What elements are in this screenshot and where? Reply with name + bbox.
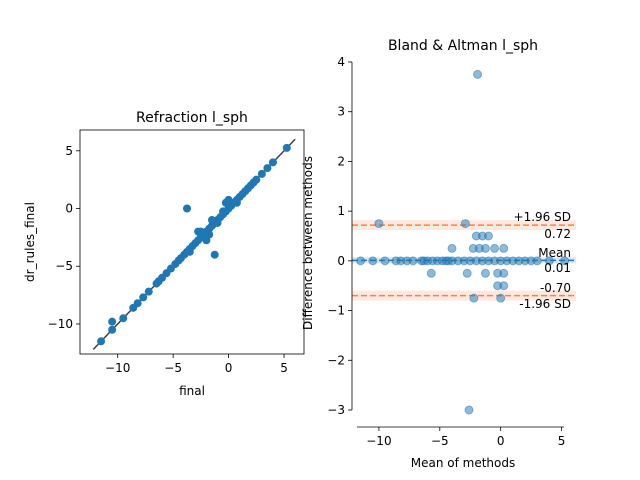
x-tick-label: 5 <box>280 361 288 375</box>
scatter-point <box>210 250 219 259</box>
scatter-point <box>196 227 205 236</box>
bland-altman-point <box>460 219 470 229</box>
bland-altman-point <box>374 219 384 229</box>
scatter-point <box>108 317 117 326</box>
bland-altman-plot-area <box>352 69 576 415</box>
scatter-point <box>119 314 128 323</box>
bland-altman-point <box>480 268 490 278</box>
y-tick-label: −2 <box>327 353 345 367</box>
bland-altman-point <box>490 243 500 253</box>
bland-altman-point <box>368 256 378 266</box>
bland-altman-point <box>496 293 506 303</box>
scatter-point <box>185 247 194 256</box>
scatter-point <box>133 299 142 308</box>
y-tick-label: 3 <box>337 105 345 119</box>
scatter-point <box>144 287 153 296</box>
bland-altman-point <box>499 281 509 291</box>
scatter-point <box>252 175 261 184</box>
scatter-point <box>219 207 228 216</box>
mean-label: Mean <box>538 246 571 260</box>
x-tick-label: −10 <box>366 434 391 448</box>
scatter-title: Refraction l_sph <box>136 110 248 126</box>
bland-altman-point <box>532 256 542 266</box>
x-tick-label: −5 <box>431 434 449 448</box>
scatter-point <box>263 164 272 173</box>
bland-altman-point <box>499 243 509 253</box>
scatter-point <box>139 293 148 302</box>
bland-altman-point <box>462 268 472 278</box>
scatter-point <box>207 216 216 225</box>
x-tick-label: −5 <box>164 361 182 375</box>
y-tick-label: 0 <box>65 202 73 216</box>
y-tick-label: −1 <box>327 304 345 318</box>
bland-altman-point <box>447 243 457 253</box>
scatter-x-ticks: −10 −5 0 5 <box>105 354 288 375</box>
scatter-y-ticks: −10 −5 0 5 <box>48 144 80 331</box>
x-tick-label: 0 <box>225 361 233 375</box>
bland-altman-y-ticks: −3 −2 −1 0 1 2 3 4 <box>327 55 352 417</box>
bland-altman-point <box>473 69 483 79</box>
bland-altman-point <box>469 293 479 303</box>
bland-altman-x-label: Mean of methods <box>411 456 515 470</box>
scatter-point <box>221 198 230 207</box>
bland-altman-point <box>544 256 554 266</box>
bland-altman-point <box>560 256 570 266</box>
scatter-point <box>282 143 291 152</box>
bland-altman-point <box>484 231 494 241</box>
y-tick-label: 1 <box>337 204 345 218</box>
bland-altman-point <box>408 256 418 266</box>
y-tick-label: 5 <box>65 144 73 158</box>
upper-loa-value: 0.72 <box>544 227 571 241</box>
scatter-y-label: dr_rules_final <box>23 202 37 282</box>
scatter-point <box>257 169 266 178</box>
bland-altman-title: Bland & Altman l_sph <box>388 38 538 54</box>
y-tick-label: −3 <box>327 403 345 417</box>
lower-loa-label: -1.96 SD <box>519 297 571 311</box>
scatter-axes-frame <box>79 129 305 355</box>
scatter-point <box>232 198 241 207</box>
bland-altman-point <box>499 268 509 278</box>
y-tick-label: 4 <box>337 55 345 69</box>
scatter-point <box>108 325 117 334</box>
scatter-plot-area <box>92 138 296 350</box>
scatter-panel: Refraction l_sph −10 −5 0 5 −10 −5 0 5 final d… <box>23 110 305 398</box>
scatter-point <box>268 158 277 167</box>
bland-altman-x-ticks: −10 −5 0 5 <box>366 427 565 448</box>
bland-altman-y-label: Difference between methods <box>301 156 315 330</box>
bland-altman-point <box>356 256 366 266</box>
scatter-point <box>205 230 214 239</box>
y-tick-label: −10 <box>48 317 73 331</box>
x-tick-label: 0 <box>497 434 505 448</box>
scatter-point <box>183 204 192 213</box>
bland-altman-point <box>480 243 490 253</box>
upper-loa-label: +1.96 SD <box>514 210 571 224</box>
mean-value: 0.01 <box>544 261 571 275</box>
bland-altman-point <box>380 256 390 266</box>
y-tick-label: 2 <box>337 154 345 168</box>
bland-altman-point <box>426 268 436 278</box>
x-tick-label: 5 <box>558 434 566 448</box>
x-tick-label: −10 <box>105 361 130 375</box>
lower-loa-value: -0.70 <box>540 281 571 295</box>
y-tick-label: 0 <box>337 254 345 268</box>
scatter-point <box>97 337 106 346</box>
scatter-x-label: final <box>179 384 205 398</box>
bland-altman-point <box>464 405 474 415</box>
bland-altman-panel: Bland & Altman l_sph −10 −5 0 5 −3−2−101234… <box>301 38 576 470</box>
bland-altman-annotations: +1.96 SD 0.72 Mean 0.01 -0.70 -1.96 SD <box>514 210 571 311</box>
y-tick-label: −5 <box>55 259 73 273</box>
